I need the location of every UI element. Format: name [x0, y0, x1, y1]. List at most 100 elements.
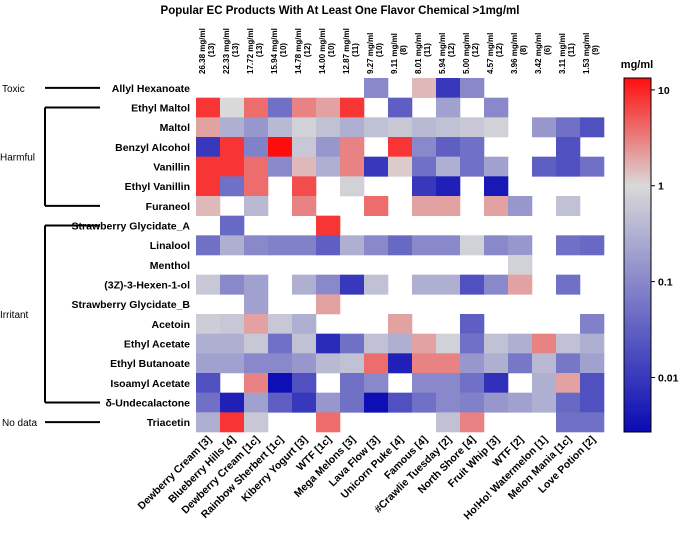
column-total: 3.96 mg/ml	[510, 33, 519, 74]
heat-cell	[292, 156, 317, 177]
row-label: Ethyl Acetate	[124, 339, 190, 351]
heat-cell	[388, 137, 413, 157]
heat-cell	[244, 176, 269, 197]
heat-cell	[196, 97, 221, 118]
heat-cell	[220, 137, 245, 157]
row-label: Ethyl Maltol	[131, 103, 190, 115]
heat-cell	[508, 353, 533, 374]
column-total: 4.57 mg/ml	[486, 33, 495, 74]
column-total: (13)	[207, 43, 216, 58]
heat-cell	[292, 274, 317, 295]
column-total: (12)	[447, 43, 456, 58]
column-total: (12)	[471, 43, 480, 58]
heat-cell	[340, 333, 365, 354]
heat-cell	[436, 117, 461, 138]
heat-cell	[412, 156, 437, 177]
heat-cell	[292, 373, 317, 393]
heat-cell	[508, 274, 533, 295]
heat-cell	[340, 117, 365, 138]
heat-cell	[340, 235, 365, 256]
heat-cell	[220, 117, 245, 138]
heat-cell	[364, 78, 389, 98]
heat-cell	[436, 274, 461, 295]
row-label: Triacetin	[147, 417, 190, 429]
row-label: Menthol	[150, 260, 190, 272]
heat-cell	[220, 392, 245, 413]
row-label: (3Z)-3-Hexen-1-ol	[104, 280, 190, 292]
row-label: Allyl Hexanoate	[112, 83, 190, 95]
heat-cell	[196, 373, 221, 393]
heat-cell	[292, 353, 317, 374]
heat-cell	[244, 274, 269, 295]
group-label: No data	[2, 418, 37, 429]
heat-cell	[316, 156, 341, 177]
column-total: 14.78 mg/ml	[294, 28, 303, 74]
heat-cell	[484, 274, 509, 295]
heat-cell	[388, 353, 413, 374]
heat-cell	[532, 392, 557, 413]
heat-cell	[340, 392, 365, 413]
heat-cell	[220, 333, 245, 354]
heat-cell	[556, 412, 581, 433]
heat-cell	[292, 137, 317, 157]
row-label: Ethyl Vanillin	[125, 181, 190, 193]
heat-cell	[268, 333, 293, 354]
heat-cell	[292, 333, 317, 354]
heat-cell	[436, 373, 461, 393]
heat-cell	[460, 235, 485, 256]
heat-cell	[196, 137, 221, 157]
column-total: (10)	[375, 43, 384, 58]
column-total: (12)	[303, 43, 312, 58]
heat-cell	[196, 176, 221, 197]
heat-cell	[580, 117, 605, 138]
heat-cell	[196, 314, 221, 334]
heat-cell	[412, 78, 437, 98]
heat-cell	[484, 333, 509, 354]
heat-cell	[244, 392, 269, 413]
heat-cell	[436, 176, 461, 197]
heat-cell	[580, 373, 605, 393]
heat-cell	[460, 314, 485, 334]
row-label: Strawberry Glycidate_B	[72, 299, 191, 311]
heat-cell	[196, 274, 221, 295]
row-label: δ-Undecalactone	[105, 398, 190, 410]
heat-cell	[436, 353, 461, 374]
column-total: (12)	[495, 43, 504, 58]
heat-cell	[316, 333, 341, 354]
heat-cell	[580, 156, 605, 177]
heat-cell	[244, 373, 269, 393]
heat-cell	[460, 392, 485, 413]
row-label: Vanillin	[153, 162, 190, 174]
heat-cell	[196, 235, 221, 256]
heat-cell	[484, 353, 509, 374]
colorbar-tick-label: 10	[658, 85, 670, 97]
heat-cell	[292, 392, 317, 413]
column-total: 14.00 mg/ml	[318, 28, 327, 74]
heat-cell	[292, 196, 317, 216]
heat-cell	[316, 235, 341, 256]
colorbar-tick-label: 1	[658, 181, 664, 193]
heat-cell	[412, 373, 437, 393]
heat-cell	[436, 78, 461, 98]
heat-cell	[436, 235, 461, 256]
heat-cell	[460, 78, 485, 98]
heat-cell	[244, 314, 269, 334]
heat-cell	[460, 156, 485, 177]
column-total: (11)	[351, 43, 360, 57]
heat-cell	[364, 392, 389, 413]
heat-cell	[340, 137, 365, 157]
heat-cell	[580, 392, 605, 413]
row-label: Isoamyl Acetate	[110, 378, 190, 390]
column-total: (8)	[399, 45, 408, 55]
heat-cell	[220, 215, 245, 236]
heat-cell	[412, 392, 437, 413]
heat-cell	[412, 176, 437, 197]
column-total: 22.33 mg/ml	[222, 28, 231, 74]
heat-cell	[484, 97, 509, 118]
heat-cell	[436, 392, 461, 413]
heat-cell	[268, 373, 293, 393]
column-total: 3.11 mg/ml	[558, 33, 567, 74]
heat-cell	[340, 274, 365, 295]
heat-cell	[556, 156, 581, 177]
column-total: (8)	[519, 45, 528, 55]
